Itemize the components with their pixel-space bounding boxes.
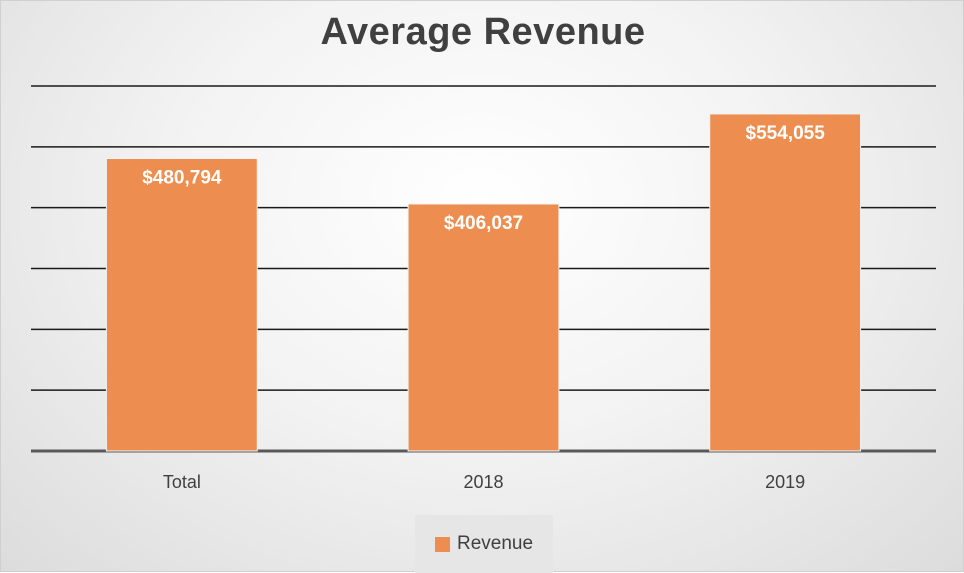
legend-label: Revenue <box>456 533 534 554</box>
legend-swatch <box>434 536 450 552</box>
bar-total <box>105 158 258 452</box>
data-label: $406,037 <box>444 213 523 234</box>
x-tick-label: 2018 <box>463 472 503 492</box>
bar-2018 <box>407 203 560 452</box>
x-tick-label: Total <box>163 472 201 492</box>
x-tick-label: 2019 <box>765 472 805 492</box>
legend: Revenue <box>415 515 553 573</box>
labels: $480,794 Total $406,037 2018 $554,055 2019 <box>142 123 825 492</box>
data-label: $554,055 <box>746 123 826 144</box>
bars <box>105 113 862 452</box>
data-label: $480,794 <box>142 168 222 189</box>
bar-2019 <box>709 113 862 452</box>
chart-title: Average Revenue <box>320 11 646 53</box>
